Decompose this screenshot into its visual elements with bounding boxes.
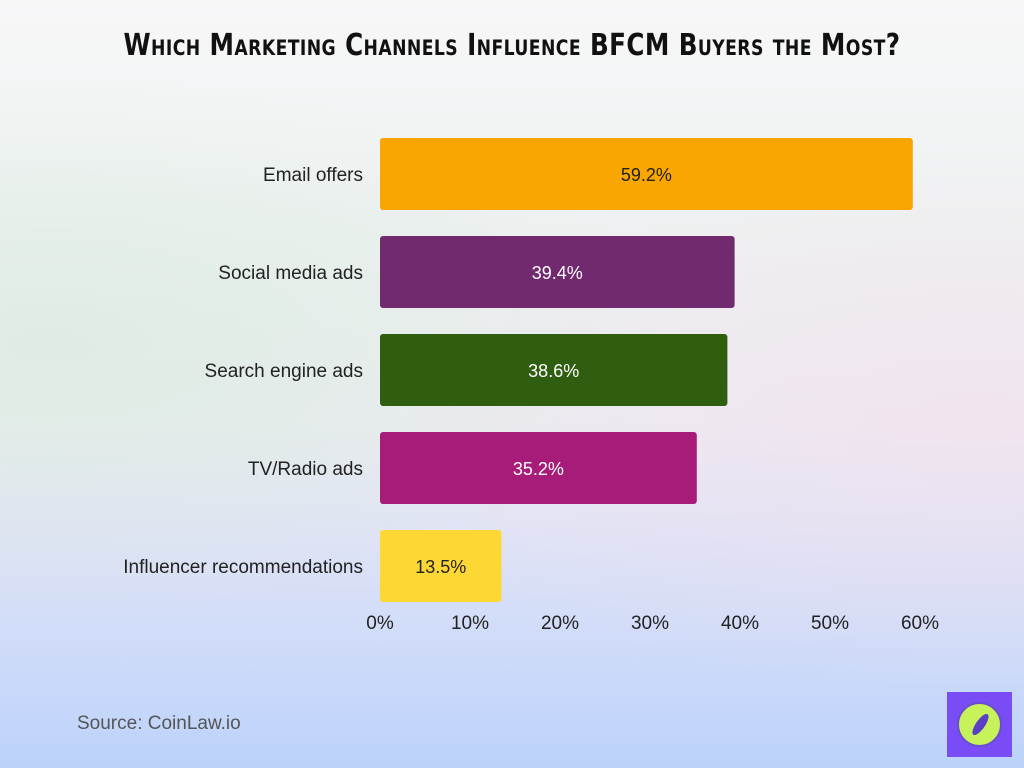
bar — [380, 432, 697, 504]
data-label: 39.4% — [532, 263, 583, 283]
x-tick-label: 20% — [541, 613, 579, 634]
x-tick-label: 10% — [451, 613, 489, 634]
data-label: 35.2% — [513, 459, 564, 479]
category-label: Search engine ads — [205, 361, 363, 382]
compass-icon — [947, 692, 1012, 757]
category-label: TV/Radio ads — [248, 459, 363, 480]
chart-title: Which Marketing Channels Influence BFCM … — [123, 28, 901, 63]
category-label: Email offers — [263, 165, 363, 186]
x-tick-label: 60% — [901, 613, 939, 634]
category-label: Influencer recommendations — [123, 557, 363, 578]
x-tick-label: 50% — [811, 613, 849, 634]
data-label: 13.5% — [415, 557, 466, 577]
bar — [380, 236, 735, 308]
bar — [380, 138, 913, 210]
bar — [380, 530, 502, 602]
data-label: 59.2% — [621, 165, 672, 185]
x-tick-label: 30% — [631, 613, 669, 634]
bar — [380, 334, 728, 406]
category-label: Social media ads — [218, 263, 363, 284]
data-label: 38.6% — [528, 361, 579, 381]
x-tick-label: 0% — [366, 613, 394, 634]
x-tick-label: 40% — [721, 613, 759, 634]
source-text: Source: CoinLaw.io — [77, 713, 241, 734]
